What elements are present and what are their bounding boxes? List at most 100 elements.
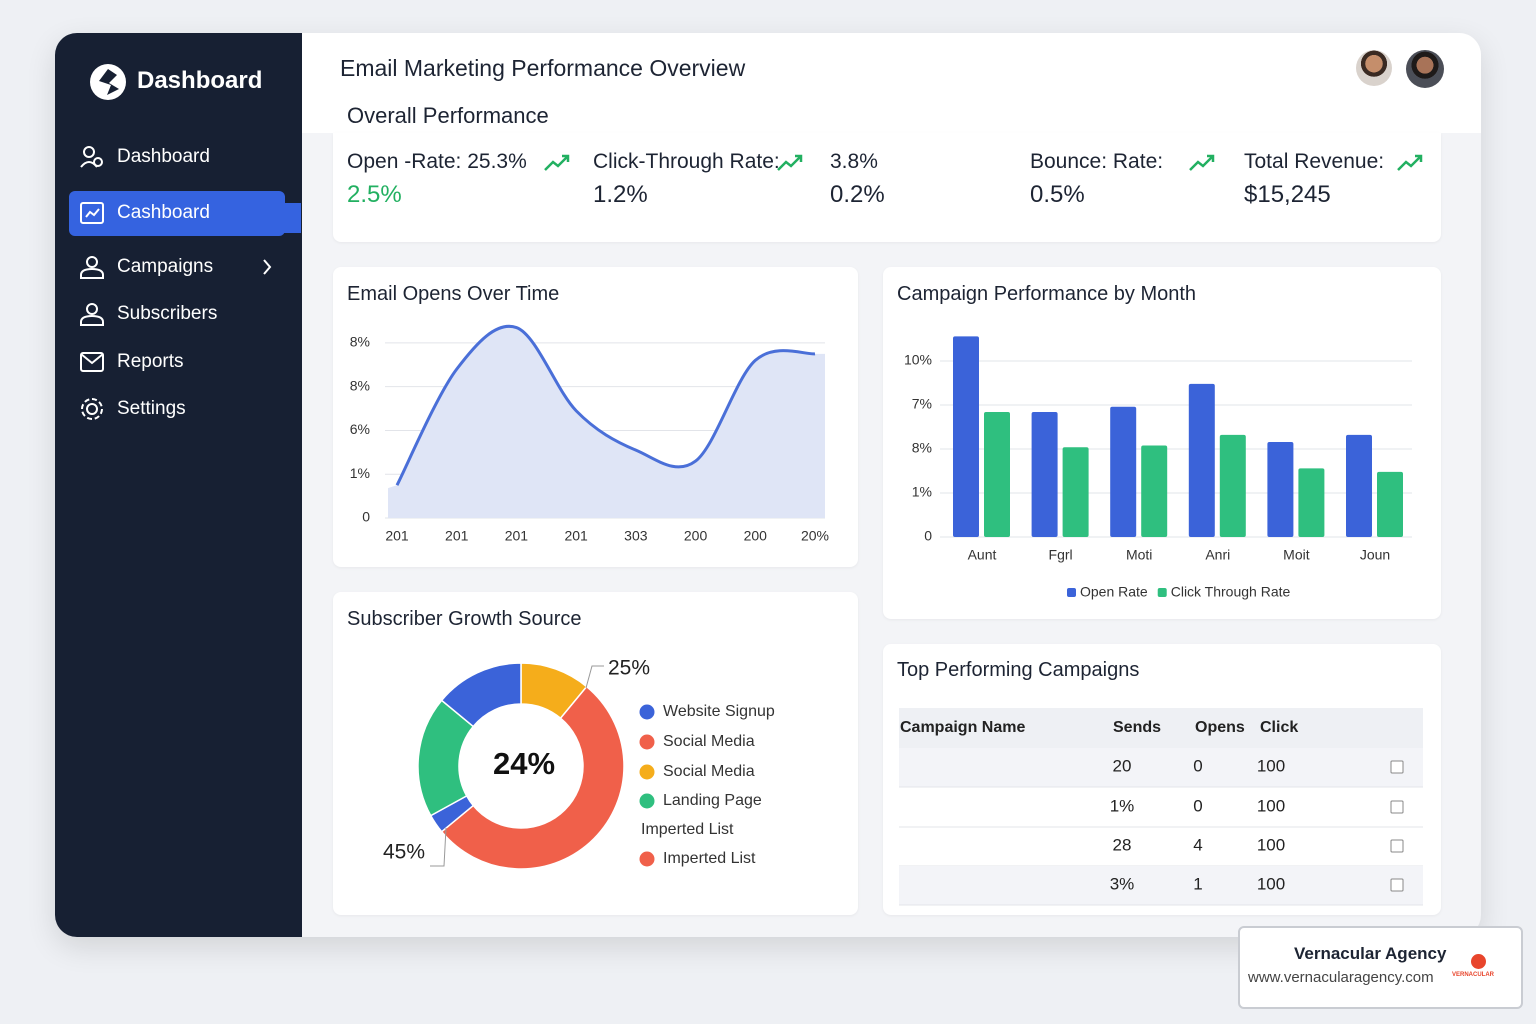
bar [953,336,979,537]
metric-value: 2.5% [347,181,402,208]
badge-logo: VERNACULAR [1452,972,1494,978]
leader-line [585,665,604,689]
header-bar [302,33,1481,133]
x-tick-label: 200 [684,528,708,544]
legend-dot [639,793,655,809]
trend-arrow [1397,154,1423,171]
leader-line [430,827,447,867]
table-cell: 100 [1257,874,1285,893]
bar [1298,468,1325,537]
panel-title: Subscriber Growth Source [347,608,582,630]
center-label: 24% [493,746,555,781]
nav-item[interactable]: Settings [117,398,186,419]
x-tick-label: Aunt [968,547,997,563]
icon-part [86,303,98,315]
nav-item[interactable]: Reports [117,351,184,372]
y-tick-label: 7% [912,396,932,412]
nav-chevron [263,259,272,275]
bar [984,412,1010,537]
bar [1219,434,1246,537]
y-tick-label: 8% [350,334,370,350]
table-cell: 3% [1110,874,1135,893]
section-title: Overall Performance [347,103,549,128]
panel-title: Email Opens Over Time [347,283,560,305]
row-bg [899,748,1423,787]
y-tick-label: 1% [350,465,370,481]
badge-name: Vernacular Agency [1294,944,1447,963]
legend-dot [639,851,655,867]
table-cell: 1% [1110,796,1135,815]
row-checkbox[interactable] [1390,760,1404,774]
sidebar [55,33,302,937]
y-tick-label: 8% [350,377,370,393]
trend-arrow [544,154,570,171]
bar [1188,383,1215,537]
line [395,324,816,486]
metric-label: Open -Rate: 25.3% [347,150,527,173]
legend-label: Imperted List [663,850,756,867]
area [388,326,825,518]
page-title: Email Marketing Performance Overview [340,55,746,81]
y-tick-label: 10% [904,352,932,368]
avatar [1356,50,1392,86]
nav-item[interactable]: Campaigns [117,256,214,277]
nav-item[interactable]: Dashboard [117,146,210,167]
metric-value: 0.2% [830,181,885,208]
table-cell: 0 [1193,756,1202,775]
x-tick-label: 201 [564,528,588,544]
active-nav-bg [69,191,285,236]
pie-slice [440,685,625,870]
icon-part [80,353,104,365]
icon-part [93,157,103,167]
bar [1377,471,1403,537]
metric-label: Click-Through Rate: [593,150,780,173]
y-tick-label: 0 [362,509,370,525]
metric-label: Total Revenue: [1244,150,1385,173]
x-tick-label: Joun [1360,547,1390,563]
legend-label: Landing Page [663,792,762,809]
table-header: Opens [1195,719,1245,736]
nav-item[interactable]: Cashboard [117,202,210,223]
legend-label: Social Media [663,733,755,750]
nav-item[interactable]: Subscribers [117,303,218,324]
icon-part [86,403,98,415]
nav-icon [80,352,104,372]
x-tick-label: Fgrl [1049,547,1073,563]
pie-slice [440,662,522,728]
avatar [1406,50,1444,88]
icon-part [85,208,100,218]
badge-logo-icon [1471,954,1486,969]
table-cell: 0 [1193,796,1202,815]
row-checkbox[interactable] [1390,800,1404,814]
row-checkbox[interactable] [1390,878,1404,892]
x-tick-label: Moit [1283,547,1310,563]
x-tick-label: 201 [445,528,469,544]
table-cell: 1 [1193,874,1202,893]
row-checkbox[interactable] [1390,839,1404,853]
table-cell: 100 [1257,796,1285,815]
annotation: 45% [383,841,425,864]
icon-part [80,161,98,168]
annotation: 25% [608,657,650,680]
icon-part [80,352,104,372]
x-tick-label: 201 [385,528,409,544]
icon-part [80,202,104,224]
metrics-panel [333,133,1441,242]
nav-icon [80,146,103,168]
x-tick-label: 201 [505,528,529,544]
nav-icon [80,303,104,326]
icon-part [80,314,104,326]
legend-label: Imperted List [641,821,734,838]
panel-title: Top Performing Campaigns [897,659,1140,681]
trend-arrow [777,154,803,171]
icon-part [86,256,98,268]
bar [1031,412,1058,537]
x-tick-label: 200 [744,528,768,544]
brand-logo [90,64,126,100]
icon-part [83,146,95,158]
table-cell: 28 [1113,835,1132,854]
legend-label: Open Rate [1080,584,1148,600]
x-tick-label: 303 [624,528,648,544]
